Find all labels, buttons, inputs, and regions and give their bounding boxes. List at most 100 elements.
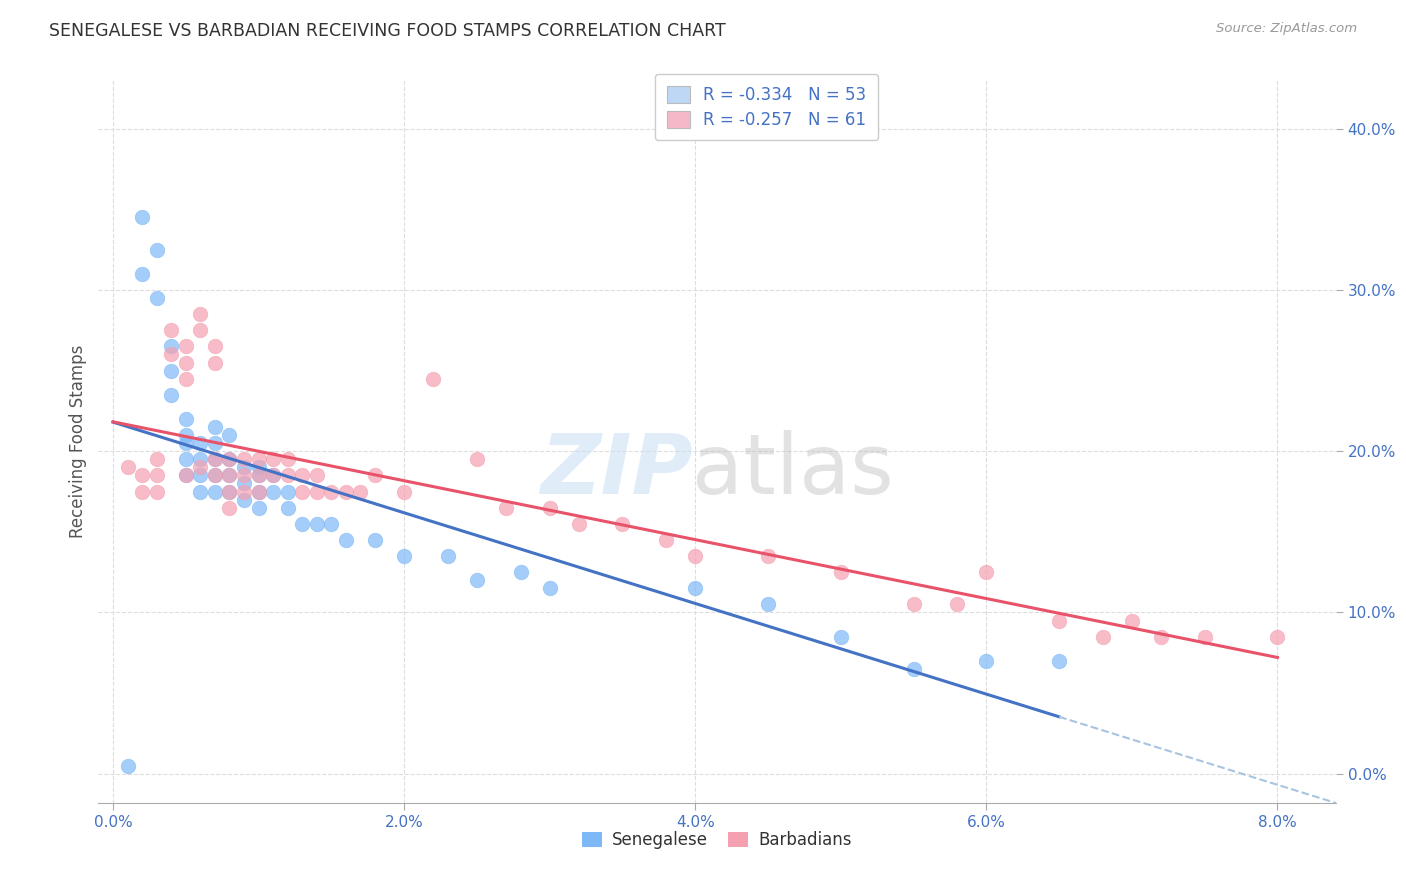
Point xyxy=(495,500,517,515)
Point xyxy=(160,388,183,402)
Point xyxy=(117,460,139,475)
Point xyxy=(247,500,270,515)
Point xyxy=(204,484,226,499)
Point xyxy=(174,428,197,442)
Point xyxy=(465,452,488,467)
Point xyxy=(160,347,183,361)
Point xyxy=(247,468,270,483)
Point xyxy=(364,468,387,483)
Point xyxy=(305,516,328,531)
Point xyxy=(291,468,314,483)
Point xyxy=(262,484,284,499)
Point xyxy=(305,468,328,483)
Point xyxy=(612,516,634,531)
Text: atlas: atlas xyxy=(692,430,894,511)
Point xyxy=(683,582,706,596)
Point xyxy=(321,516,343,531)
Point xyxy=(174,355,197,369)
Point xyxy=(160,363,183,377)
Point xyxy=(247,484,270,499)
Point xyxy=(247,452,270,467)
Point xyxy=(174,339,197,353)
Point xyxy=(976,565,998,579)
Point xyxy=(568,516,591,531)
Point xyxy=(131,484,153,499)
Point xyxy=(946,598,969,612)
Point xyxy=(218,484,240,499)
Point xyxy=(188,323,211,337)
Point xyxy=(392,549,415,563)
Point xyxy=(117,758,139,772)
Point xyxy=(291,484,314,499)
Point xyxy=(436,549,458,563)
Point xyxy=(1194,630,1216,644)
Point xyxy=(756,598,779,612)
Text: ZIP: ZIP xyxy=(540,430,692,511)
Point xyxy=(655,533,678,547)
Point xyxy=(145,468,167,483)
Point xyxy=(903,662,925,676)
Point xyxy=(830,630,852,644)
Point xyxy=(335,533,357,547)
Point xyxy=(349,484,371,499)
Point xyxy=(204,452,226,467)
Point xyxy=(262,468,284,483)
Point xyxy=(262,468,284,483)
Point xyxy=(174,452,197,467)
Point xyxy=(277,500,299,515)
Point xyxy=(174,371,197,385)
Point xyxy=(509,565,531,579)
Point xyxy=(247,460,270,475)
Point xyxy=(538,582,561,596)
Point xyxy=(218,468,240,483)
Point xyxy=(422,371,444,385)
Point xyxy=(131,267,153,281)
Point xyxy=(1047,654,1070,668)
Point xyxy=(305,484,328,499)
Y-axis label: Receiving Food Stamps: Receiving Food Stamps xyxy=(69,345,87,538)
Point xyxy=(277,452,299,467)
Point xyxy=(174,436,197,450)
Point xyxy=(233,476,256,491)
Point xyxy=(174,468,197,483)
Point xyxy=(145,452,167,467)
Point xyxy=(756,549,779,563)
Legend: Senegalese, Barbadians: Senegalese, Barbadians xyxy=(575,824,859,856)
Point xyxy=(976,654,998,668)
Point xyxy=(188,436,211,450)
Point xyxy=(188,468,211,483)
Point xyxy=(247,484,270,499)
Text: Source: ZipAtlas.com: Source: ZipAtlas.com xyxy=(1216,22,1357,36)
Point xyxy=(233,460,256,475)
Point xyxy=(321,484,343,499)
Point xyxy=(218,452,240,467)
Point xyxy=(204,468,226,483)
Point xyxy=(277,484,299,499)
Point xyxy=(160,323,183,337)
Point xyxy=(392,484,415,499)
Point xyxy=(233,484,256,499)
Point xyxy=(188,452,211,467)
Point xyxy=(262,452,284,467)
Point xyxy=(1047,614,1070,628)
Point xyxy=(291,516,314,531)
Point xyxy=(188,307,211,321)
Point xyxy=(204,468,226,483)
Point xyxy=(830,565,852,579)
Point xyxy=(188,460,211,475)
Point xyxy=(218,484,240,499)
Point xyxy=(218,428,240,442)
Point xyxy=(160,339,183,353)
Point xyxy=(131,211,153,225)
Point xyxy=(465,573,488,587)
Point xyxy=(218,500,240,515)
Point xyxy=(233,492,256,507)
Point xyxy=(335,484,357,499)
Point xyxy=(204,339,226,353)
Point xyxy=(188,484,211,499)
Point xyxy=(131,468,153,483)
Text: SENEGALESE VS BARBADIAN RECEIVING FOOD STAMPS CORRELATION CHART: SENEGALESE VS BARBADIAN RECEIVING FOOD S… xyxy=(49,22,725,40)
Point xyxy=(145,484,167,499)
Point xyxy=(145,243,167,257)
Point xyxy=(247,468,270,483)
